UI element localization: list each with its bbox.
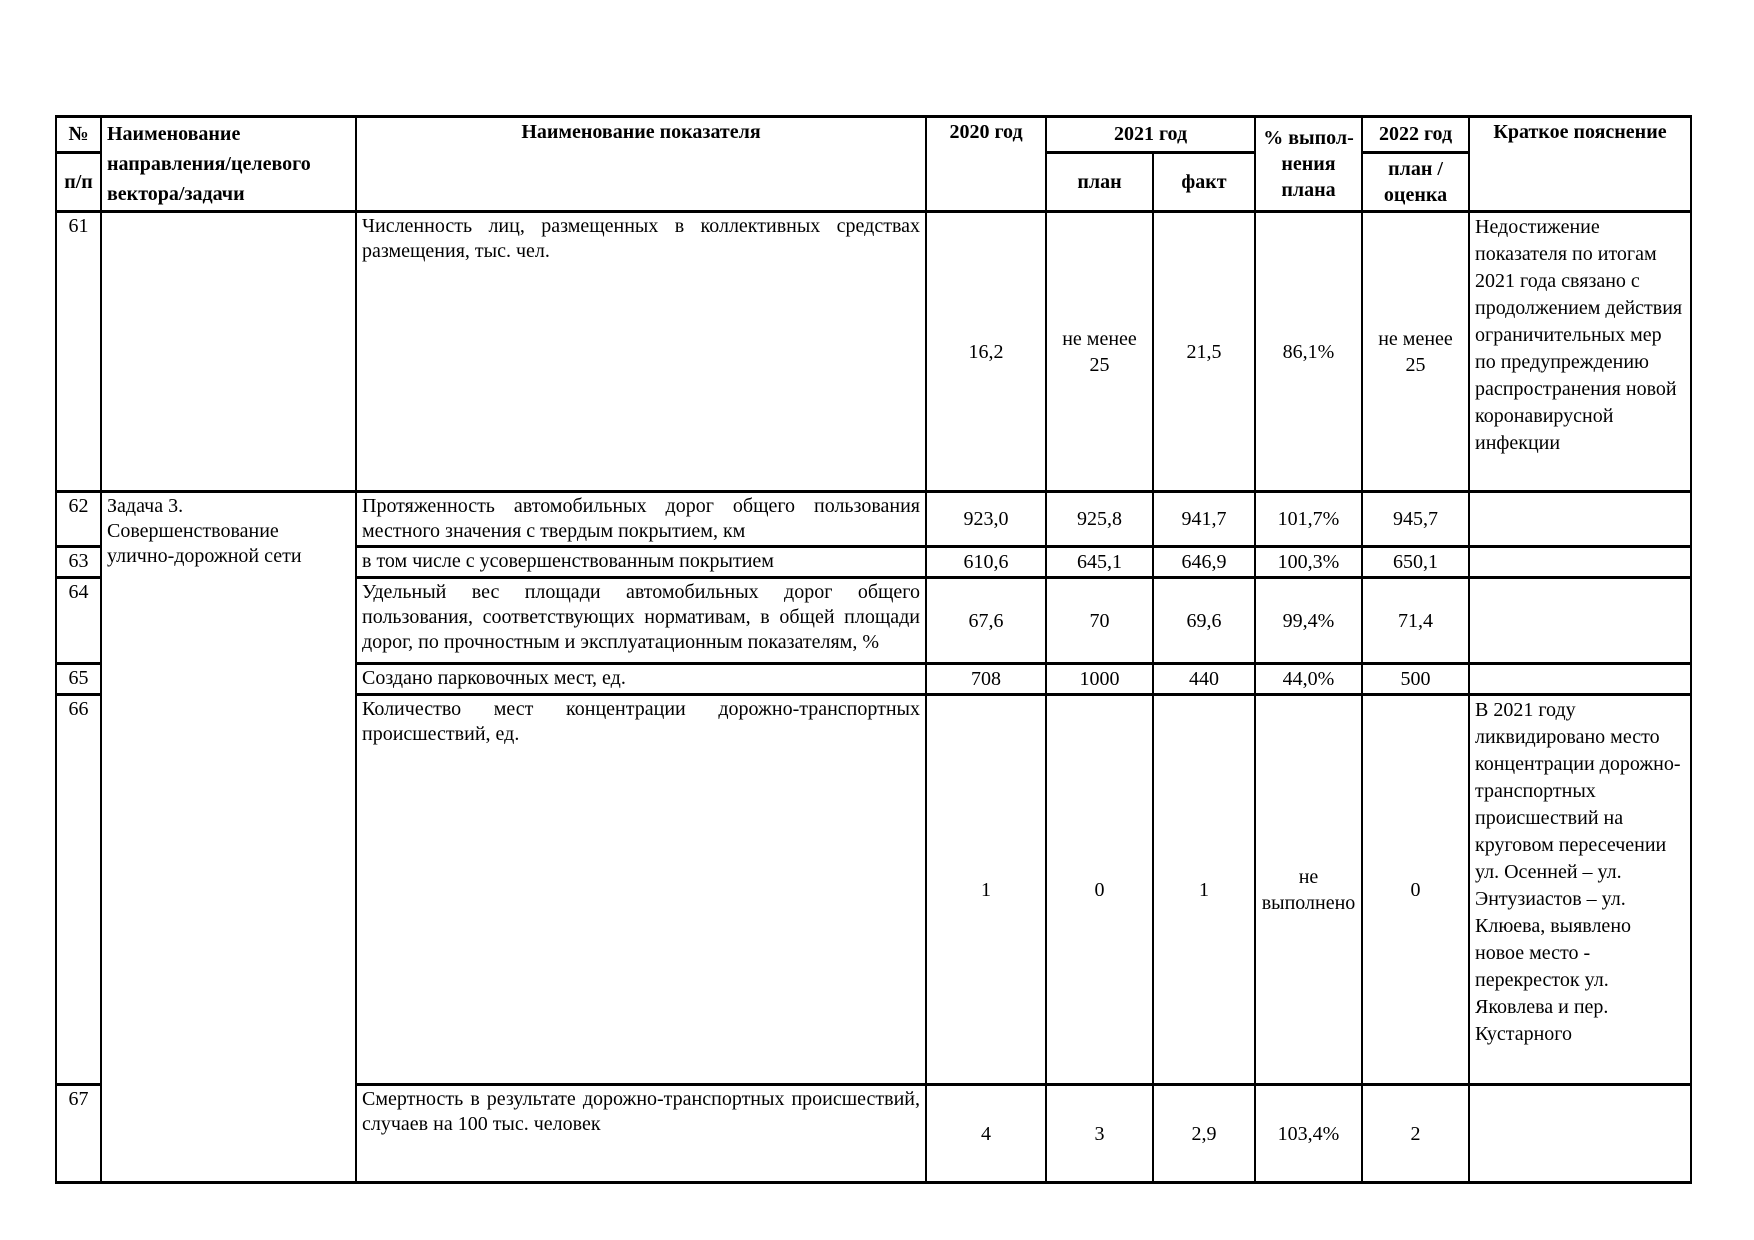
header-2021-plan: план <box>1045 150 1154 214</box>
row-number: 62 <box>55 490 102 548</box>
row-number: 61 <box>55 210 102 493</box>
value-2020: 67,6 <box>925 576 1047 665</box>
header-2022-plan-estimate: план / оценка <box>1361 150 1470 214</box>
header-row-2: п/п план факт план / оценка <box>55 150 1691 214</box>
value-2022: 500 <box>1361 662 1470 696</box>
value-2021-fact: 941,7 <box>1152 490 1256 548</box>
indicator-cell: Численность лиц, размещенных в коллектив… <box>355 210 927 493</box>
direction-cell <box>100 210 357 493</box>
value-2021-plan: 925,8 <box>1045 490 1154 548</box>
indicators-table: № Наименование направления/целевого вект… <box>55 115 1692 1184</box>
header-indicator: Наименование показателя <box>355 115 927 213</box>
value-2021-fact: 21,5 <box>1152 210 1256 493</box>
note-cell: Недостижение показателя по итогам 2021 г… <box>1468 210 1692 493</box>
indicator-cell: Количество мест концентрации дорожно-тра… <box>355 693 927 1086</box>
value-2020: 610,6 <box>925 545 1047 579</box>
value-2020: 16,2 <box>925 210 1047 493</box>
value-2021-plan: 1000 <box>1045 662 1154 696</box>
value-percent: не выполнено <box>1254 693 1363 1086</box>
value-2022: 945,7 <box>1361 490 1470 548</box>
value-2021-fact: 69,6 <box>1152 576 1256 665</box>
note-cell <box>1468 662 1692 696</box>
value-2021-plan: 3 <box>1045 1083 1154 1184</box>
header-note: Краткое пояснение <box>1468 115 1692 213</box>
header-year-2020: 2020 год <box>925 115 1047 213</box>
header-2021-fact: факт <box>1152 150 1256 214</box>
row-number: 65 <box>55 662 102 696</box>
value-percent: 86,1% <box>1254 210 1363 493</box>
row-number: 67 <box>55 1083 102 1184</box>
table-row-67: 67 Смертность в результате дорожно-транс… <box>55 1083 1692 1184</box>
value-2021-fact: 646,9 <box>1152 545 1256 579</box>
value-2020: 708 <box>925 662 1047 696</box>
indicator-cell: Протяженность автомобильных дорог общего… <box>355 490 927 548</box>
header-percent: % выпол-нения плана <box>1254 115 1363 213</box>
value-2021-plan: 645,1 <box>1045 545 1154 579</box>
note-cell <box>1468 490 1692 548</box>
table-row-65: 65 Создано парковочных мест, ед. 708 100… <box>55 662 1692 696</box>
value-percent: 44,0% <box>1254 662 1363 696</box>
header-year-2021: 2021 год <box>1045 115 1256 154</box>
value-2021-fact: 1 <box>1152 693 1256 1086</box>
indicator-cell: Удельный вес площади автомобильных дорог… <box>355 576 927 665</box>
indicator-cell: Смертность в результате дорожно-транспор… <box>355 1083 927 1184</box>
row-number: 66 <box>55 693 102 1086</box>
header-num-pp: п/п <box>55 150 102 214</box>
value-2022: не менее 25 <box>1361 210 1470 493</box>
value-2021-plan: 70 <box>1045 576 1154 665</box>
value-2022: 71,4 <box>1361 576 1470 665</box>
table-row-62: 62 Задача 3. Совершенствование улично-до… <box>55 490 1692 1184</box>
row-number: 64 <box>55 576 102 665</box>
value-2021-plan: не менее 25 <box>1045 210 1154 493</box>
direction-cell-task3: Задача 3. Совершенствование улично-дорож… <box>100 490 357 1184</box>
row-number: 63 <box>55 545 102 579</box>
value-percent: 100,3% <box>1254 545 1363 579</box>
value-2022: 0 <box>1361 693 1470 1086</box>
table-row-66: 66 Количество мест концентрации дорожно-… <box>55 693 1692 1086</box>
table-row-64: 64 Удельный вес площади автомобильных до… <box>55 576 1692 665</box>
value-2022: 2 <box>1361 1083 1470 1184</box>
table-row-63: 63 в том числе с усовершенствованным пок… <box>55 545 1692 579</box>
value-2020: 923,0 <box>925 490 1047 548</box>
note-cell: В 2021 году ликвидировано место концентр… <box>1468 693 1692 1086</box>
indicator-cell: в том числе с усовершенствованным покрыт… <box>355 545 927 579</box>
value-percent: 99,4% <box>1254 576 1363 665</box>
indicator-cell: Создано парковочных мест, ед. <box>355 662 927 696</box>
note-cell <box>1468 576 1692 665</box>
value-2020: 1 <box>925 693 1047 1086</box>
header-direction: Наименование направления/целевого вектор… <box>100 115 357 213</box>
value-2022: 650,1 <box>1361 545 1470 579</box>
value-2021-fact: 2,9 <box>1152 1083 1256 1184</box>
value-percent: 101,7% <box>1254 490 1363 548</box>
value-percent: 103,4% <box>1254 1083 1363 1184</box>
note-cell <box>1468 1083 1692 1184</box>
value-2021-fact: 440 <box>1152 662 1256 696</box>
header-year-2022: 2022 год <box>1361 115 1470 154</box>
value-2021-plan: 0 <box>1045 693 1154 1086</box>
value-2020: 4 <box>925 1083 1047 1184</box>
header-row-1: № Наименование направления/целевого вект… <box>55 115 1692 213</box>
table-row-61: 61 Численность лиц, размещенных в коллек… <box>55 210 1692 493</box>
note-cell <box>1468 545 1692 579</box>
header-num-sign: № <box>55 115 102 154</box>
